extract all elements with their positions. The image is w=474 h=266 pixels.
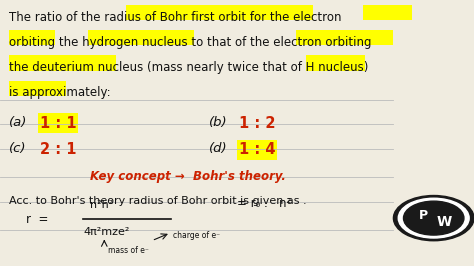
FancyBboxPatch shape — [88, 30, 194, 45]
Text: W: W — [436, 214, 451, 228]
FancyBboxPatch shape — [296, 30, 393, 45]
Text: charge of e⁻: charge of e⁻ — [173, 231, 220, 240]
Circle shape — [403, 201, 464, 235]
Text: (c): (c) — [9, 142, 27, 155]
FancyBboxPatch shape — [306, 55, 365, 71]
Text: r  =: r = — [26, 213, 48, 226]
FancyBboxPatch shape — [237, 140, 277, 160]
Text: = r₀ .   n²: = r₀ . n² — [237, 197, 291, 210]
FancyBboxPatch shape — [9, 55, 116, 71]
Text: 1 : 4: 1 : 4 — [239, 142, 276, 157]
Text: 1 : 1: 1 : 1 — [40, 116, 77, 131]
FancyBboxPatch shape — [38, 113, 78, 133]
Text: the deuterium nucleus (mass nearly twice that of H nucleus): the deuterium nucleus (mass nearly twice… — [9, 61, 369, 74]
Text: (b): (b) — [209, 116, 227, 129]
Text: 4π²mze²: 4π²mze² — [83, 227, 129, 238]
Text: The ratio of the radius of Bohr first orbit for the electron: The ratio of the radius of Bohr first or… — [9, 11, 342, 24]
Text: 2 : 1: 2 : 1 — [40, 142, 77, 157]
Circle shape — [393, 196, 474, 241]
Text: (a): (a) — [9, 116, 28, 129]
Text: Key concept →  Bohr's theory.: Key concept → Bohr's theory. — [90, 170, 286, 183]
Text: (d): (d) — [209, 142, 227, 155]
FancyBboxPatch shape — [126, 5, 313, 20]
FancyBboxPatch shape — [9, 81, 66, 96]
Text: Acc. to Bohr's theory radius of Bohr orbit is given as .: Acc. to Bohr's theory radius of Bohr orb… — [9, 196, 307, 206]
Text: P: P — [419, 209, 428, 222]
FancyBboxPatch shape — [9, 30, 55, 45]
Text: 1 : 2: 1 : 2 — [239, 116, 276, 131]
FancyBboxPatch shape — [363, 5, 412, 20]
Text: mass of e⁻: mass of e⁻ — [108, 246, 149, 255]
Text: n²h²: n²h² — [90, 200, 113, 210]
Text: is approximately:: is approximately: — [9, 86, 111, 99]
Text: orbiting the hydrogen nucleus to that of the electron orbiting: orbiting the hydrogen nucleus to that of… — [9, 36, 372, 49]
Circle shape — [398, 198, 469, 238]
